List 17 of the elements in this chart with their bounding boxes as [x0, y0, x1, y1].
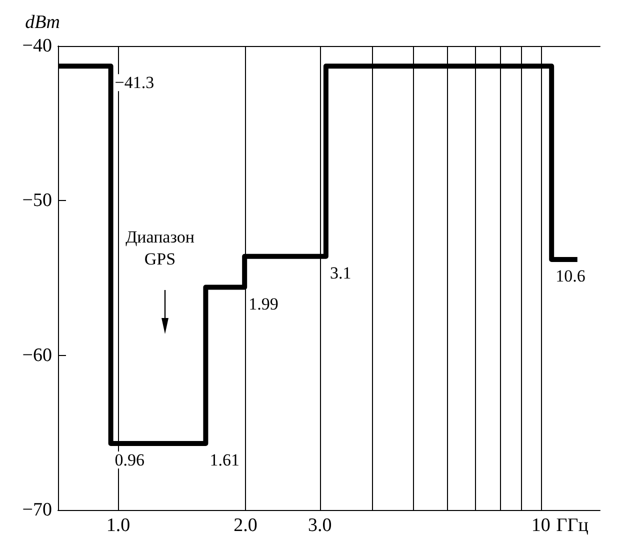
y-tick-label: −50 — [22, 190, 52, 212]
y-tick-label: −60 — [22, 344, 52, 366]
annotation: 3.1 — [330, 263, 352, 282]
annotation: Диапазон GPS — [126, 228, 194, 268]
x-tick-label: 10 — [531, 515, 550, 536]
x-axis-title: ГГц — [556, 515, 588, 536]
x-tick-label: 3.0 — [308, 515, 332, 536]
annotation: −41.3 — [114, 73, 154, 92]
y-tick-label: −70 — [22, 500, 52, 520]
annotation: 10.6 — [556, 266, 586, 286]
x-tick-label: 1.0 — [106, 515, 130, 536]
annotation: 1.61 — [210, 450, 240, 470]
annotation: 1.99 — [248, 294, 278, 314]
y-axis-title: dBm — [25, 12, 60, 33]
x-tick-label: 2.0 — [234, 515, 258, 536]
y-tick-label: −40 — [22, 36, 52, 56]
annotation: 0.96 — [114, 450, 145, 470]
